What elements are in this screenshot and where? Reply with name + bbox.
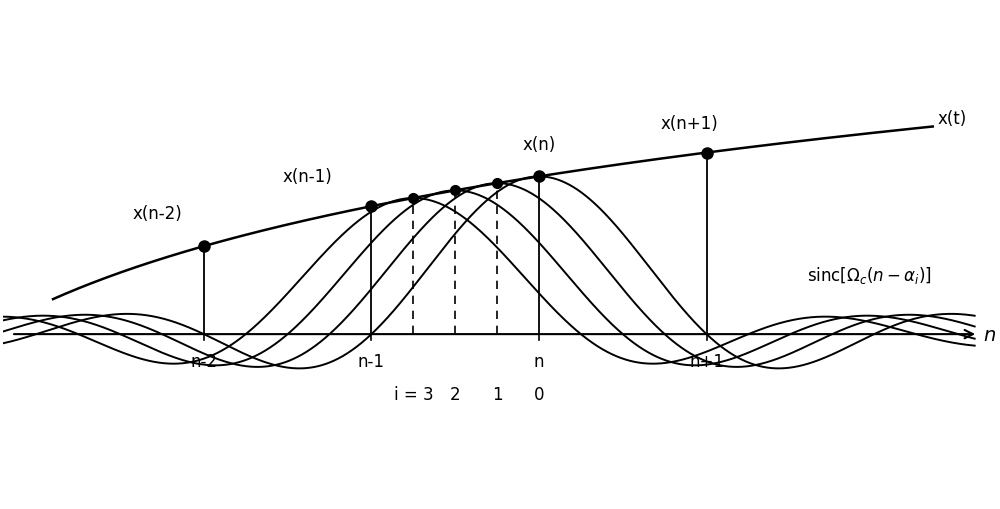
Text: 1: 1 [492, 385, 502, 403]
Text: i = 3: i = 3 [394, 385, 433, 403]
Text: 2: 2 [450, 385, 461, 403]
Text: n: n [983, 325, 995, 344]
Text: n: n [534, 352, 544, 370]
Text: x(n): x(n) [522, 135, 556, 153]
Text: sinc[$\Omega_c(n-\alpha_i)$]: sinc[$\Omega_c(n-\alpha_i)$] [807, 265, 932, 286]
Text: x(n-2): x(n-2) [132, 205, 182, 223]
Text: x(n-1): x(n-1) [283, 168, 333, 186]
Text: n-1: n-1 [358, 352, 385, 370]
Text: 0: 0 [534, 385, 544, 403]
Text: n+1: n+1 [689, 352, 724, 370]
Text: x(n+1): x(n+1) [661, 115, 719, 132]
Text: x(t): x(t) [938, 109, 967, 127]
Text: n-2: n-2 [190, 352, 217, 370]
